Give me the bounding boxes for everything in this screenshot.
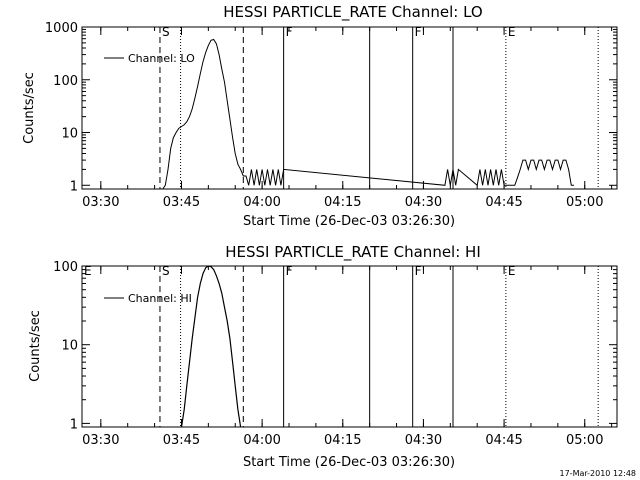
x-tick-label: 03:45: [163, 433, 200, 448]
event-marker-label: F: [286, 264, 293, 278]
series-line-hi: [180, 265, 242, 428]
x-tick-label: 04:45: [485, 195, 522, 210]
legend-entry: Channel: HI: [128, 292, 192, 305]
chart-panel-hi: HESSI PARTICLE_RATE Channel: HI E S F F E 03…: [28, 243, 618, 470]
chart-title: HESSI PARTICLE_RATE Channel: HI: [225, 243, 481, 262]
event-marker-label: F: [415, 264, 422, 278]
legend: Channel: HI: [104, 292, 192, 305]
y-tick-label: 1: [70, 179, 78, 194]
x-tick-label: 05:00: [566, 433, 603, 448]
y-tick-label: 1: [70, 417, 78, 432]
x-axis-ticks: 03:30 03:45 04:00 04:15 04:30 04:45 05:00: [82, 27, 613, 210]
x-axis-label: Start Time (26-Dec-03 03:26:30): [243, 214, 455, 229]
event-marker-label: F: [415, 25, 422, 39]
x-tick-label: 04:30: [405, 195, 442, 210]
y-tick-label: 10: [61, 127, 78, 142]
y-axis-label: Counts/sec: [22, 72, 37, 144]
legend: Channel: LO: [104, 52, 195, 65]
event-marker-label: S: [162, 264, 170, 278]
x-tick-label: 03:45: [163, 195, 200, 210]
x-tick-label: 04:15: [324, 195, 361, 210]
y-tick-label: 100: [53, 74, 78, 89]
x-axis-ticks: 03:30 03:45 04:00 04:15 04:30 04:45 05:00: [82, 266, 613, 448]
plot-frame: [81, 26, 618, 190]
y-tick-label: 1000: [45, 21, 78, 36]
y-axis-label: Counts/sec: [28, 310, 43, 382]
legend-entry: Channel: LO: [128, 52, 195, 65]
footer-timestamp: 17-Mar-2010 12:48: [559, 469, 637, 478]
x-tick-label: 04:00: [243, 433, 280, 448]
x-tick-label: 03:30: [82, 433, 119, 448]
x-tick-label: 04:30: [405, 433, 442, 448]
event-marker-label: F: [286, 25, 293, 39]
y-tick-label: 100: [53, 260, 78, 275]
y-tick-label: 10: [61, 339, 78, 354]
series-line-lo: [162, 38, 574, 190]
x-tick-label: 03:30: [82, 195, 119, 210]
x-tick-label: 04:00: [243, 195, 280, 210]
chart-panel-lo: HESSI PARTICLE_RATE Channel: LO S F F E 03:…: [22, 3, 618, 229]
event-marker-label: E: [84, 264, 92, 278]
plot-frame: [81, 265, 618, 428]
y-axis-ticks: 1 10 100 1000: [45, 21, 617, 194]
event-marker-label: S: [162, 25, 170, 39]
y-axis-ticks: 1 10 100: [53, 260, 617, 432]
x-axis-label: Start Time (26-Dec-03 03:26:30): [243, 455, 455, 470]
x-tick-label: 04:15: [324, 433, 361, 448]
event-marker-label: E: [508, 264, 516, 278]
event-marker-label: E: [508, 25, 516, 39]
x-tick-label: 05:00: [566, 195, 603, 210]
x-tick-label: 04:45: [485, 433, 522, 448]
chart-title: HESSI PARTICLE_RATE Channel: LO: [223, 3, 482, 22]
